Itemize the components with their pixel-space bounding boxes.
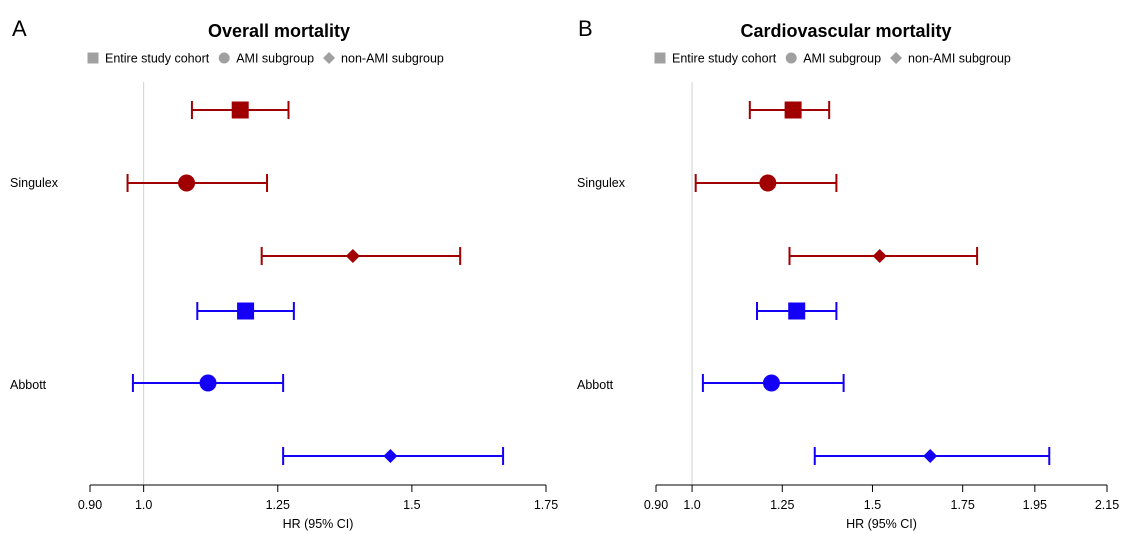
x-axis-label: HR (95% CI) xyxy=(846,517,917,531)
x-tick-label: 1.75 xyxy=(534,498,558,512)
panel-letter: B xyxy=(578,16,593,41)
x-tick-label: 0.90 xyxy=(644,498,668,512)
hr-point-circle xyxy=(759,174,777,192)
legend-label: Entire study cohort xyxy=(672,52,777,66)
x-tick-label: 1.25 xyxy=(770,498,794,512)
forest-row-abbott-diamond xyxy=(813,447,1051,465)
panel-a: A Overall mortality Entire study cohort AMI… xyxy=(10,16,558,531)
legend-marker-square xyxy=(87,52,99,64)
group-label-abbott: Abbott xyxy=(10,378,47,392)
forest-row-singulex-diamond xyxy=(788,247,979,265)
hr-point-square xyxy=(784,101,802,119)
hr-point-diamond xyxy=(923,449,938,463)
hr-point-diamond xyxy=(872,249,887,263)
legend-marker-circle xyxy=(218,52,230,64)
x-tick-label: 0.90 xyxy=(78,498,102,512)
x-tick-label: 2.15 xyxy=(1095,498,1119,512)
legend-label: AMI subgroup xyxy=(803,52,881,66)
x-axis: 0.90 1.0 1.25 1.5 1.75 HR (95% CI) xyxy=(78,484,558,531)
x-tick-label: 1.5 xyxy=(864,498,881,512)
x-tick-label: 1.75 xyxy=(951,498,975,512)
panel-b: B Cardiovascular mortality Entire study co… xyxy=(577,16,1119,531)
x-axis-label: HR (95% CI) xyxy=(283,517,354,531)
forest-row-singulex-square xyxy=(748,101,831,119)
x-tick-label: 1.0 xyxy=(683,498,700,512)
x-tick-label: 1.0 xyxy=(135,498,152,512)
legend-marker-square xyxy=(654,52,666,64)
hr-point-circle xyxy=(178,174,196,192)
legend: Entire study cohort AMI subgroup non-AMI s… xyxy=(654,52,1011,66)
forest-row-abbott-circle xyxy=(131,374,285,392)
legend-marker-circle xyxy=(785,52,797,64)
group-label-singulex: Singulex xyxy=(577,176,626,190)
legend-marker-diamond xyxy=(890,52,903,64)
panel-letter: A xyxy=(12,16,27,41)
forest-row-singulex-square xyxy=(190,101,290,119)
legend-marker-diamond xyxy=(323,52,336,64)
legend-label: non-AMI subgroup xyxy=(908,52,1011,66)
legend: Entire study cohort AMI subgroup non-AMI s… xyxy=(87,52,444,66)
x-axis: 0.90 1.0 1.25 1.5 1.75 1.95 2.15 HR (95% CI) xyxy=(644,484,1119,531)
hr-point-diamond xyxy=(345,249,360,263)
x-tick-label: 1.5 xyxy=(403,498,420,512)
forest-row-abbott-circle xyxy=(701,374,845,392)
hr-point-square xyxy=(231,101,249,119)
hr-point-diamond xyxy=(383,449,398,463)
panel-title: Cardiovascular mortality xyxy=(740,21,951,41)
hr-point-circle xyxy=(199,374,217,392)
group-label-singulex: Singulex xyxy=(10,176,59,190)
hr-point-square xyxy=(237,302,255,320)
x-tick-label: 1.95 xyxy=(1023,498,1047,512)
hr-point-circle xyxy=(762,374,780,392)
forest-row-singulex-circle xyxy=(694,174,838,192)
forest-row-singulex-circle xyxy=(126,174,269,192)
hr-point-square xyxy=(788,302,806,320)
forest-row-abbott-square xyxy=(196,302,295,320)
x-tick-label: 1.25 xyxy=(266,498,290,512)
legend-label: AMI subgroup xyxy=(236,52,314,66)
legend-label: non-AMI subgroup xyxy=(341,52,444,66)
group-label-abbott: Abbott xyxy=(577,378,614,392)
forest-row-singulex-diamond xyxy=(260,247,462,265)
panel-title: Overall mortality xyxy=(208,21,350,41)
forest-row-abbott-diamond xyxy=(282,447,505,465)
legend-label: Entire study cohort xyxy=(105,52,210,66)
forest-row-abbott-square xyxy=(756,302,838,320)
